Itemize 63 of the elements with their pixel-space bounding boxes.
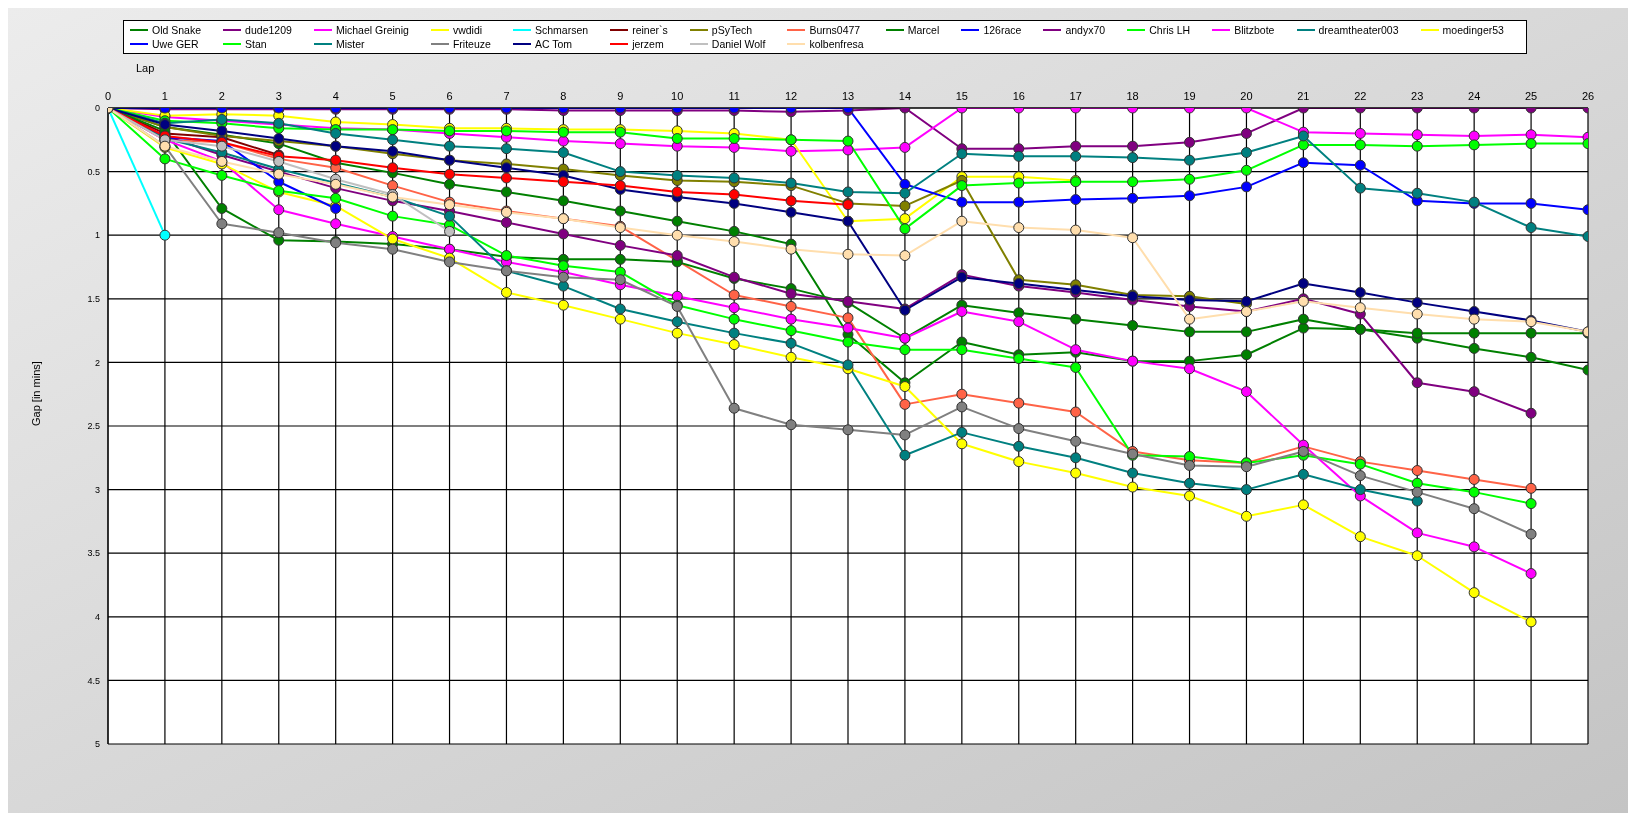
x-tick-label: 15 [955,90,968,102]
y-tick-label: 0 [94,103,100,114]
legend-label: jerzem [632,38,664,50]
legend-label: vwdidi [452,24,483,36]
legend-label: moedinger53 [1442,24,1504,36]
x-tick-label: 4 [332,90,339,102]
y-tick-label: 5 [94,739,100,750]
legend-label: Mister [335,38,365,50]
legend-label: kolbenfresa [809,38,864,50]
legend-label: dreamtheater003 [1318,24,1399,36]
y-axis-title: Gap [in mins] [29,361,42,426]
y-tick-label: 2 [94,357,100,368]
x-tick-label: 10 [671,90,684,102]
x-tick-label: 1 [161,90,168,102]
x-tick-label: 25 [1524,90,1538,102]
y-tick-label: 3.5 [87,548,100,559]
x-tick-label: 23 [1411,90,1424,102]
x-tick-label: 26 [1581,90,1595,102]
legend-label: Michael Greinig [335,24,409,36]
legend-label: Stan [245,38,267,50]
x-tick-label: 18 [1126,90,1139,102]
legend-label: Uwe GER [152,38,199,50]
legend-label: 126race [983,24,1022,36]
legend-label: Burns0477 [809,24,861,36]
legend-label: reiner`s [632,24,668,36]
legend-label: Daniel Wolf [711,38,766,50]
x-axis-title: Lap [136,62,155,74]
x-tick-label: 7 [503,90,510,102]
x-tick-label: 22 [1354,90,1367,102]
x-tick-label: 16 [1012,90,1025,102]
x-tick-label: 20 [1240,90,1253,102]
y-tick-label: 4.5 [87,675,100,686]
legend-label: Marcel [907,24,940,36]
legend-label: pSyTech [711,24,753,36]
x-tick-label: 21 [1297,90,1310,102]
x-tick-label: 12 [784,90,798,102]
y-tick-label: 2.5 [87,421,100,432]
x-tick-label: 17 [1069,90,1082,102]
x-tick-label: 19 [1183,90,1196,102]
y-tick-label: 1 [94,230,100,241]
y-tick-label: 0.5 [87,166,100,177]
x-tick-label: 0 [104,90,112,102]
x-tick-label: 2 [218,90,225,102]
legend-label: Blitzbote [1234,24,1275,36]
legend-label: Friteuze [452,38,491,50]
legend-label: andyx70 [1065,24,1106,36]
y-tick-label: 4 [94,611,100,622]
legend-label: Schmarsen [534,24,589,36]
x-tick-label: 11 [728,90,740,102]
y-tick-label: 1.5 [87,293,100,304]
y-tick-label: 3 [94,484,100,495]
legend-label: Chris LH [1149,24,1191,36]
legend-label: dude1209 [245,24,292,36]
legend-label: AC Tom [534,38,573,50]
x-tick-label: 14 [898,90,912,102]
x-tick-label: 13 [841,90,855,102]
legend-label: Old Snake [152,24,202,36]
x-tick-label: 6 [446,90,453,102]
x-tick-label: 24 [1468,90,1481,102]
x-tick-label: 3 [275,90,282,102]
x-tick-label: 8 [560,90,567,102]
x-tick-label: 5 [389,90,396,102]
x-tick-label: 9 [617,90,624,102]
